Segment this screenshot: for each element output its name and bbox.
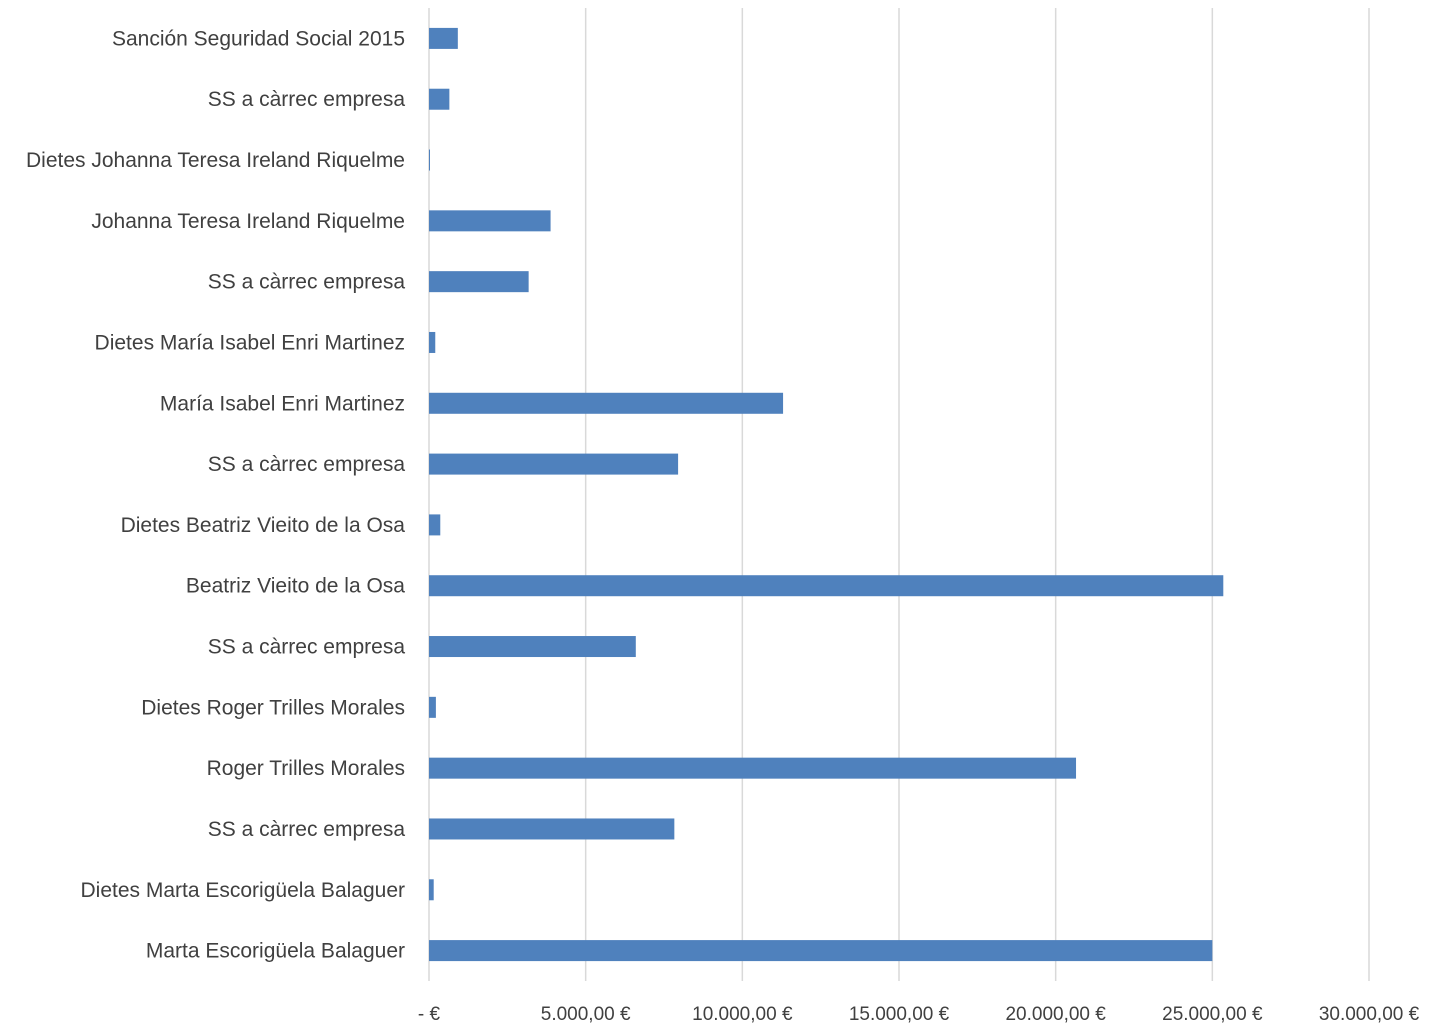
bar	[429, 757, 1077, 779]
bars	[429, 27, 1224, 962]
bar	[429, 331, 436, 353]
x-tick-label: 25.000,00 €	[1162, 1004, 1263, 1025]
category-label: Dietes Johanna Teresa Ireland Riquelme	[26, 149, 405, 172]
x-tick-label: 30.000,00 €	[1319, 1004, 1420, 1025]
category-label: Dietes Marta Escorigüela Balaguer	[81, 879, 406, 902]
category-labels: Sanción Seguridad Social 2015 SS a càrrec…	[26, 27, 405, 962]
x-tick-label: 10.000,00 €	[692, 1004, 793, 1025]
category-label: Dietes Roger Trilles Morales	[141, 696, 405, 719]
gridlines	[428, 8, 1370, 981]
x-tick-label: 5.000,00 €	[541, 1004, 631, 1025]
category-label: SS a càrrec empresa	[208, 88, 406, 111]
bar	[429, 940, 1213, 962]
bar	[429, 27, 458, 49]
x-tick-label: 15.000,00 €	[849, 1004, 950, 1025]
bar	[429, 88, 450, 110]
bar	[429, 879, 434, 901]
bar	[429, 392, 784, 414]
bar	[429, 453, 679, 475]
bar	[429, 210, 551, 232]
category-label: Beatriz Vieito de la Osa	[186, 575, 405, 598]
bar	[429, 514, 441, 536]
category-label: Sanción Seguridad Social 2015	[112, 27, 405, 50]
category-label: Dietes Beatriz Vieito de la Osa	[121, 514, 406, 537]
category-label: Roger Trilles Morales	[207, 757, 405, 780]
category-label: María Isabel Enri Martinez	[160, 392, 405, 415]
x-tick-label: 20.000,00 €	[1005, 1004, 1106, 1025]
category-label: SS a càrrec empresa	[208, 271, 406, 294]
bar	[429, 696, 436, 718]
category-label: SS a càrrec empresa	[208, 636, 406, 659]
bar	[429, 818, 675, 840]
category-label: Marta Escorigüela Balaguer	[146, 940, 405, 963]
bar	[429, 149, 430, 171]
bar	[429, 575, 1224, 597]
x-tick-labels: - € 5.000,00 € 10.000,00 € 15.000,00 € 20.00…	[418, 1004, 1420, 1025]
bar	[429, 636, 636, 658]
category-label: SS a càrrec empresa	[208, 818, 406, 841]
category-label: SS a càrrec empresa	[208, 453, 406, 476]
x-tick-label: - €	[418, 1004, 441, 1025]
bar	[429, 271, 529, 293]
category-label: Dietes María Isabel Enri Martinez	[95, 331, 405, 354]
category-label: Johanna Teresa Ireland Riquelme	[91, 210, 405, 233]
